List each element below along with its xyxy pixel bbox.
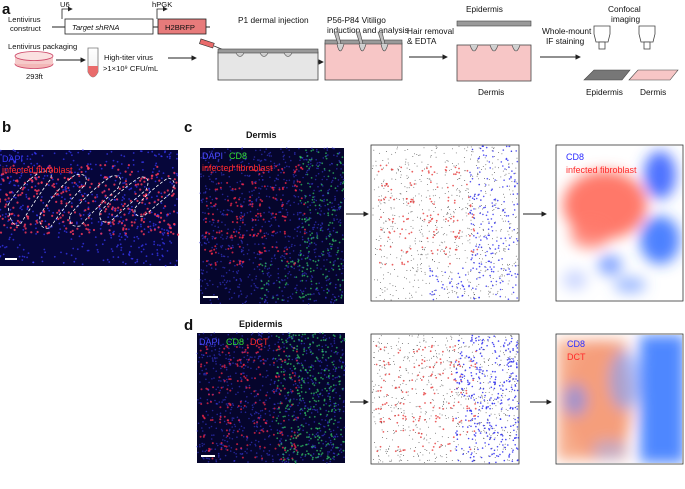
vitiligo-step-label-2: induction and analysis <box>327 25 409 35</box>
culture-dish-icon <box>14 51 54 69</box>
panel-a: a Lentivirus construct U6 hPGK Target sh… <box>2 0 679 97</box>
dermis-diagram <box>456 44 532 82</box>
h2brfp-label: H2BRFP <box>165 23 195 32</box>
h2brfp-box <box>157 18 207 35</box>
vitiligo-skin-diagram <box>324 31 403 81</box>
u6-promoter-label: U6 <box>60 0 70 9</box>
panel-c-fibroblast-label: infected fibroblast <box>202 163 273 173</box>
panel-d-letter: d <box>184 317 193 334</box>
panel-d-dct-label: DCT <box>250 337 269 347</box>
epidermis-segmentation-points <box>371 334 520 464</box>
virus-label-1: High-titer virus <box>104 53 153 62</box>
construct-diagram <box>52 6 210 35</box>
panel-c-letter: c <box>184 119 192 136</box>
wholemount-label-1: Whole-mount <box>542 26 592 36</box>
dermis-segmentation-points <box>372 145 519 301</box>
confocal-label-1: Confocal <box>608 4 641 14</box>
hair-removal-label-2: & EDTA <box>407 36 437 46</box>
panel-a-letter: a <box>2 1 11 18</box>
virus-label-2: >1×10⁹ CFU/mL <box>103 64 158 73</box>
panel-d-cd8-label: CD8 <box>226 337 244 347</box>
epidermis-if-cells <box>196 332 346 464</box>
confocal-label-2: imaging <box>611 14 640 24</box>
dermis-sample <box>628 69 679 81</box>
panel-d: d Epidermis DAPI CD8 DCT CD8 DCT <box>184 317 684 465</box>
injection-step-label: P1 dermal injection <box>238 15 309 25</box>
panel-d-title: Epidermis <box>239 319 283 329</box>
panel-b-letter: b <box>2 119 11 136</box>
vitiligo-step-label-1: P56-P84 Vitiligo <box>327 15 386 25</box>
lentivirus-packaging-label: Lentivirus packaging <box>8 42 77 51</box>
panel-d-map-cd8-label: CD8 <box>567 339 585 349</box>
dermis-density-map <box>563 151 680 293</box>
syringe-icon <box>199 38 225 51</box>
follicle-outlines <box>7 170 175 229</box>
panel-b: b DAPI infected fibroblast <box>0 119 180 267</box>
virus-tube-icon <box>87 47 99 78</box>
panel-c-cd8-label: CD8 <box>229 151 247 161</box>
hair-removal-label-1: Hair removal <box>407 26 454 36</box>
panel-c: c Dermis DAPI CD8 infected fibroblast CD… <box>184 119 684 305</box>
output-dermis-label: Dermis <box>640 87 666 97</box>
panel-c-dapi-label: DAPI <box>202 151 223 161</box>
dermis-label: Dermis <box>478 87 504 97</box>
microscope-objective-icon <box>638 25 656 50</box>
panel-d-dapi-label: DAPI <box>199 337 220 347</box>
epidermis-if-image <box>197 333 345 463</box>
dermis-if-cells <box>199 147 345 305</box>
panel-c-title: Dermis <box>246 130 277 140</box>
panel-b-dapi-label: DAPI <box>2 154 23 164</box>
lentivirus-construct-label-2: construct <box>10 24 42 33</box>
panel-b-fibroblast-label: infected fibroblast <box>2 165 73 175</box>
output-epidermis-label: Epidermis <box>586 87 623 97</box>
panel-c-map-fibroblast-label: infected fibroblast <box>566 165 637 175</box>
epidermis-density-map <box>557 335 682 463</box>
epidermis-layer <box>456 20 532 27</box>
wholemount-label-2: IF staining <box>546 36 585 46</box>
dermis-segmentation-box <box>370 144 520 302</box>
panel-c-map-cd8-label: CD8 <box>566 152 584 162</box>
epidermis-sample <box>583 69 631 81</box>
panel-d-map-dct-label: DCT <box>567 352 586 362</box>
p1-skin-diagram <box>217 48 319 81</box>
cell-line-label: 293ft <box>26 72 44 81</box>
lentivirus-construct-label-1: Lentivirus <box>8 15 41 24</box>
hpgk-promoter-label: hPGK <box>152 0 172 9</box>
target-shrna-label: Target shRNA <box>72 23 119 32</box>
microscope-objective-icon <box>593 25 611 50</box>
epidermis-label: Epidermis <box>466 4 503 14</box>
